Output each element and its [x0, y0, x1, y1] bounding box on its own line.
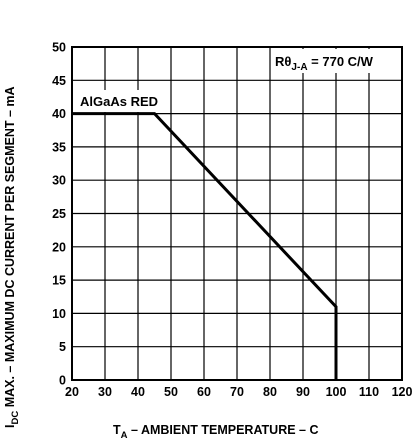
x-tick-label-50: 50 — [164, 385, 178, 399]
y-tick-label-40: 40 — [52, 107, 66, 121]
x-tick-label-40: 40 — [131, 385, 145, 399]
y-tick-label-25: 25 — [52, 207, 66, 221]
series-line-algaas-red — [72, 112, 338, 380]
y-tick-label-50: 50 — [52, 41, 66, 55]
thermal-resistance-annotation: RθJ-A = 770 C/W — [275, 54, 374, 73]
y-tick-label-0: 0 — [59, 374, 66, 388]
series-label-bg — [79, 90, 169, 112]
x-tick-label-90: 90 — [296, 385, 310, 399]
x-tick-label-20: 20 — [65, 385, 79, 399]
plot-frame — [71, 46, 403, 381]
x-tick-label-30: 30 — [98, 385, 112, 399]
x-axis-label: TA – AMBIENT TEMPERATURE – C — [113, 423, 319, 441]
x-tick-labels: 20 30 40 50 60 70 80 90 100 110 120 — [65, 385, 412, 399]
y-tick-labels: 0 5 10 15 20 25 30 35 40 45 50 — [52, 41, 66, 388]
x-tick-label-70: 70 — [230, 385, 244, 399]
y-tick-label-20: 20 — [52, 240, 66, 254]
annotation-bg — [272, 49, 400, 73]
x-tick-label-60: 60 — [197, 385, 211, 399]
x-tick-label-80: 80 — [263, 385, 277, 399]
y-tick-label-35: 35 — [52, 140, 66, 154]
y-axis-label: IDC MAX. – MAXIMUM DC CURRENT PER SEGMEN… — [3, 86, 21, 428]
x-tick-label-100: 100 — [326, 385, 347, 399]
x-tick-label-120: 120 — [392, 385, 413, 399]
x-tick-label-110: 110 — [359, 385, 379, 399]
y-tick-label-10: 10 — [52, 307, 66, 321]
series-label: AlGaAs RED — [80, 94, 158, 109]
y-tick-label-5: 5 — [59, 340, 66, 354]
y-tick-label-30: 30 — [52, 174, 66, 188]
y-tick-label-45: 45 — [52, 74, 66, 88]
y-tick-label-15: 15 — [52, 274, 66, 288]
